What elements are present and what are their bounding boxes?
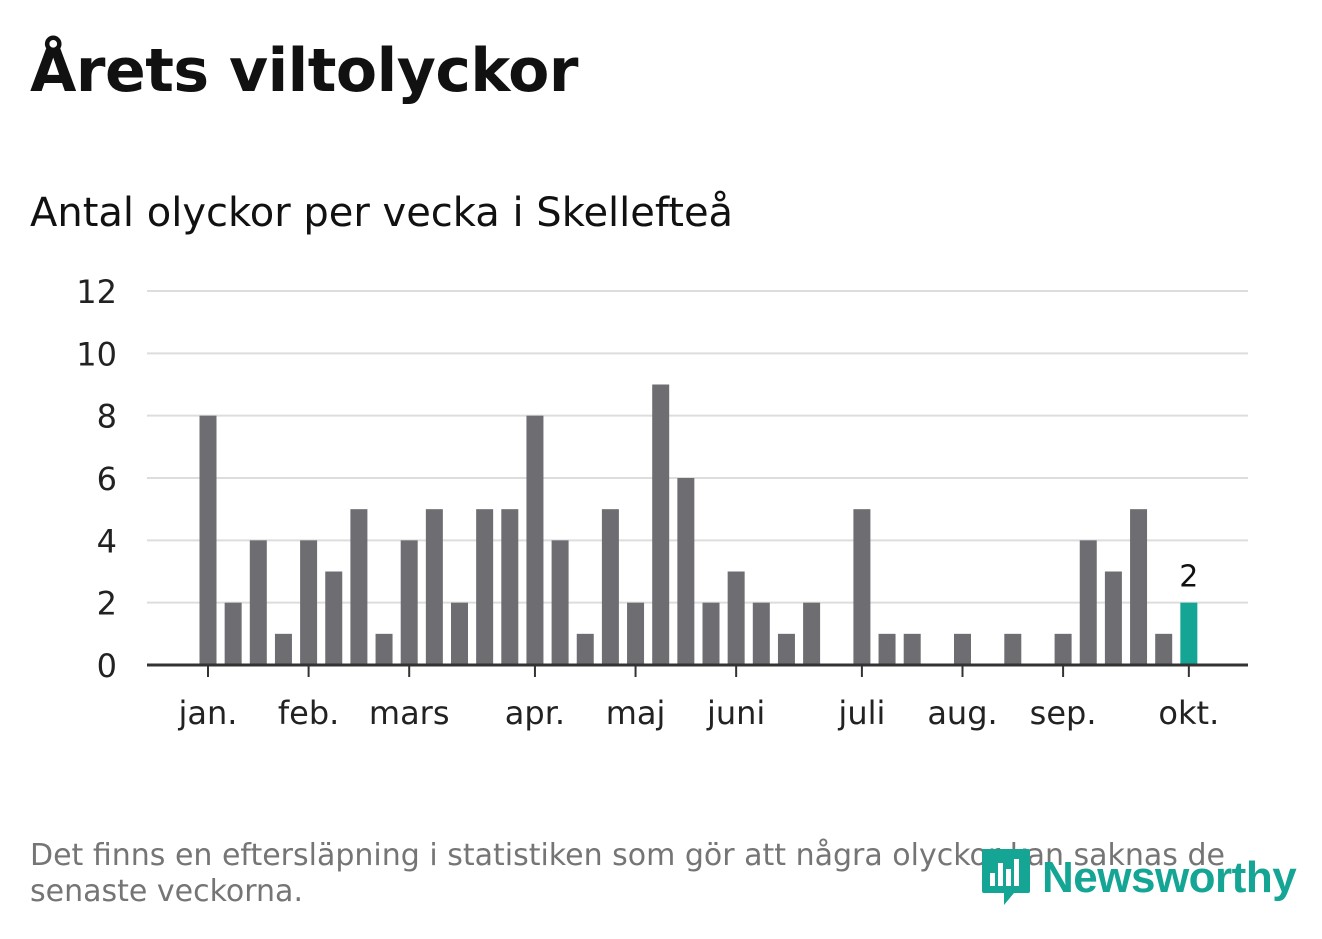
bar-week-7 (350, 509, 368, 665)
bar-week-21 (702, 602, 720, 665)
bar-week-8 (375, 633, 393, 665)
bar-week-18 (627, 602, 645, 665)
bar-week-27 (853, 509, 871, 665)
y-tick-label-12: 12 (76, 273, 117, 311)
bar-week-2 (224, 602, 242, 665)
bar-week-3 (249, 540, 267, 665)
bar-week-37 (1104, 571, 1122, 665)
bar-week-35 (1054, 633, 1072, 665)
bar-week-5 (300, 540, 318, 665)
bar-week-25 (803, 602, 821, 665)
bar-week-14 (526, 415, 544, 665)
x-tick-label-apr.: apr. (505, 694, 565, 732)
bar-week-10 (425, 509, 443, 665)
bar-week-29 (903, 633, 921, 665)
bar-chart: 0 2 4 6 8 10 12 jan. feb. mars apr. maj juni juli aug… (76, 273, 1248, 732)
bar-week-17 (601, 509, 619, 665)
x-tick-label-juni: juni (706, 694, 765, 732)
bar-week-36 (1079, 540, 1097, 665)
bar-week-39 (1155, 633, 1173, 665)
y-axis-ticks: 0 2 4 6 8 10 12 (76, 273, 117, 685)
y-tick-label-0: 0 (97, 647, 117, 685)
x-tick-label-aug.: aug. (927, 694, 997, 732)
bar-week-15 (551, 540, 569, 665)
newsworthy-logo-text: Newsworthy (1042, 853, 1297, 902)
newsworthy-bar-chart-icon (982, 849, 1030, 905)
bar-week-28 (878, 633, 896, 665)
bar-week-40 (1180, 602, 1198, 665)
x-tick-label-maj: maj (606, 694, 666, 732)
data-labels: 2 (1179, 560, 1198, 595)
y-tick-label-6: 6 (97, 460, 117, 498)
bar-week-13 (501, 509, 519, 665)
chart-title: Årets viltolyckor (30, 36, 579, 106)
bar-week-9 (400, 540, 418, 665)
bar-week-12 (476, 509, 494, 665)
bar-week-4 (274, 633, 292, 665)
bar-week-22 (727, 571, 745, 665)
x-tick-label-juli: juli (837, 694, 885, 732)
chart-subtitle: Antal olyckor per vecka i Skellefteå (30, 190, 734, 236)
bars (199, 384, 1198, 665)
y-tick-label-4: 4 (97, 522, 117, 560)
y-tick-label-2: 2 (97, 585, 117, 623)
bar-week-16 (576, 633, 594, 665)
y-tick-label-10: 10 (76, 335, 117, 373)
bar-week-19 (652, 384, 670, 665)
x-tick-label-sep.: sep. (1030, 694, 1097, 732)
bar-week-6 (325, 571, 343, 665)
bar-week-23 (752, 602, 770, 665)
bar-week-20 (677, 478, 695, 665)
bar-week-24 (777, 633, 795, 665)
x-tick-label-okt.: okt. (1158, 694, 1219, 732)
bar-week-1 (199, 415, 217, 665)
bar-week-38 (1130, 509, 1148, 665)
x-tick-label-feb.: feb. (278, 694, 339, 732)
y-tick-label-8: 8 (97, 398, 117, 436)
x-axis-ticks: jan. feb. mars apr. maj juni juli aug. sep. okt. (178, 665, 1219, 732)
newsworthy-logo: Newsworthy (980, 848, 1297, 908)
bar-week-11 (451, 602, 468, 665)
x-tick-label-mars: mars (369, 694, 450, 732)
bar-week-33 (1004, 633, 1022, 665)
x-tick-label-jan.: jan. (178, 694, 238, 732)
bar-week-31 (954, 633, 971, 665)
highlight-value-label: 2 (1179, 560, 1198, 595)
